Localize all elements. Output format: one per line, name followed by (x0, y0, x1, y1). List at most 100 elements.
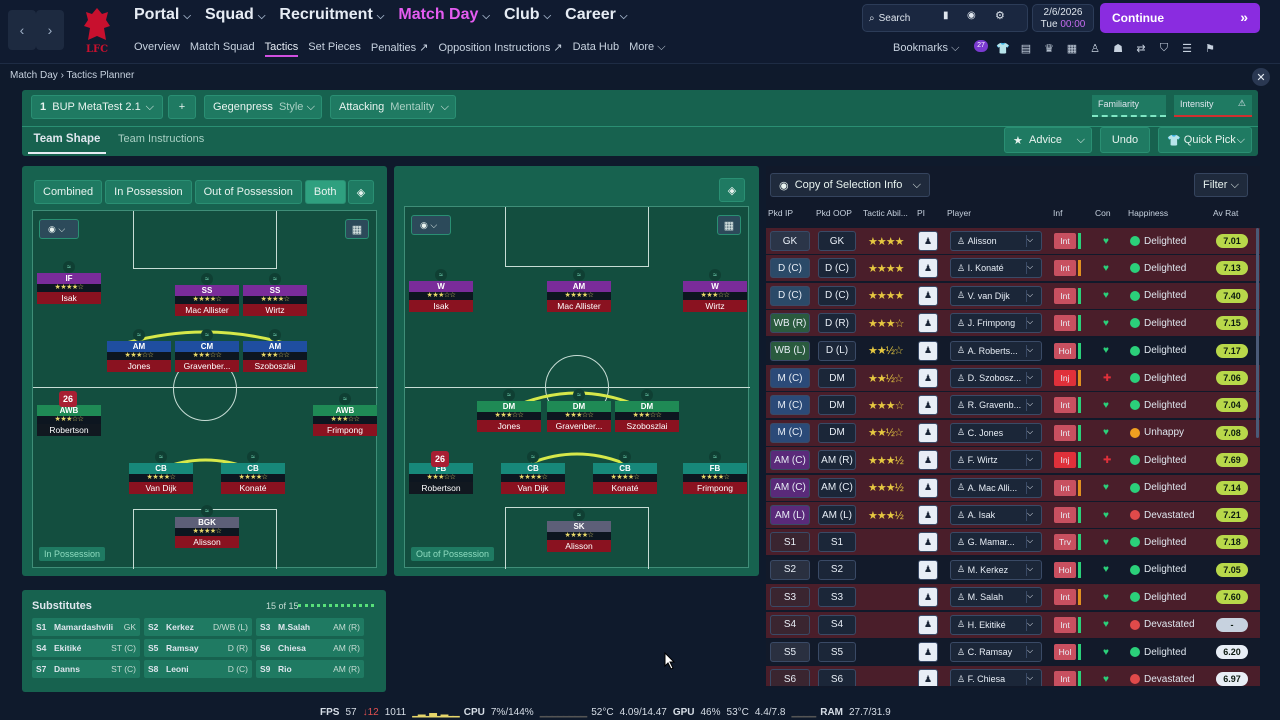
player-select[interactable]: ♙ R. Gravenb... ⌵ (950, 395, 1042, 416)
player-select[interactable]: ♙ C. Ramsay ⌵ (950, 642, 1042, 662)
sub-slot[interactable]: S1 Mamardashvili GK (32, 618, 140, 636)
player-select[interactable]: ♙ I. Konaté ⌵ (950, 258, 1042, 279)
subnav-more[interactable]: More ⌵ (629, 41, 666, 53)
player-card[interactable]: AM ★★★☆☆ Jones (107, 341, 171, 375)
duty-icon[interactable]: ≈ (641, 389, 653, 401)
subnav-opposition-instructions[interactable]: Opposition Instructions ↗ (438, 42, 563, 54)
table-row[interactable]: GK GK ★★★★ ♟ ♙ Alisson ⌵ Int ♥ Delighted 7.01 (766, 228, 1260, 254)
search-button[interactable]: ⌕ Search (869, 12, 911, 24)
col-pkd-ip[interactable]: Pkd IP (768, 208, 794, 218)
tab-team-instructions[interactable]: Team Instructions (118, 133, 205, 145)
oop-position[interactable]: S4 (818, 614, 856, 635)
player-select[interactable]: ♙ A. Roberts... ⌵ (950, 340, 1042, 361)
duty-icon[interactable]: ≈ (503, 389, 515, 401)
sub-slot[interactable]: S3 M.Salah AM (R) (256, 618, 364, 636)
oop-position[interactable]: D (R) (818, 313, 856, 334)
table-row[interactable]: D (C) D (C) ★★★★ ♟ ♙ I. Konaté ⌵ Int ♥ Delighted… (766, 255, 1260, 282)
calendar-icon[interactable]: ▦ (1066, 43, 1078, 55)
player-card[interactable]: IF ★★★★☆ Isak (37, 273, 101, 307)
player-select[interactable]: ♙ J. Frimpong ⌵ (950, 313, 1042, 334)
ip-position[interactable]: S4 (770, 614, 810, 635)
table-row[interactable]: M (C) DM ★★½☆ ♟ ♙ D. Szobosz... ⌵ Inj ✚ Delighte… (766, 365, 1260, 391)
table-row[interactable]: AM (L) AM (L) ★★★½ ♟ ♙ A. Isak ⌵ Int ♥ Devastate… (766, 502, 1260, 528)
visibility-toggle[interactable]: ◉ ⌵ (411, 215, 451, 235)
player-instructions-icon[interactable]: ♟ (918, 231, 938, 251)
col-pi[interactable]: PI (917, 208, 926, 218)
player-select[interactable]: ♙ F. Chiesa ⌵ (950, 669, 1042, 686)
undo-button[interactable]: Undo (1100, 127, 1150, 153)
shirt-icon[interactable]: 👕 (996, 43, 1010, 55)
player-instructions-icon[interactable]: ♟ (918, 505, 938, 525)
duty-icon[interactable]: ≈ (573, 389, 585, 401)
ip-position[interactable]: S2 (770, 559, 810, 580)
player-select[interactable]: ♙ Alisson ⌵ (950, 231, 1042, 251)
table-row[interactable]: WB (R) D (R) ★★★☆ ♟ ♙ J. Frimpong ⌵ Int ♥ Deligh… (766, 310, 1260, 337)
player-card[interactable]: CB ★★★★☆ Konaté (593, 463, 657, 497)
player-instructions-icon[interactable]: ♟ (918, 395, 938, 416)
col-inf[interactable]: Inf (1053, 208, 1063, 218)
whistle-icon[interactable]: ⚑ (1205, 43, 1215, 55)
advice-button[interactable]: ★ Advice ⌵ (1004, 127, 1092, 153)
player-select[interactable]: ♙ M. Salah ⌵ (950, 587, 1042, 608)
player-card[interactable]: BGK ★★★★☆ Alisson (175, 517, 239, 551)
table-row[interactable]: S5 S5 ♟ ♙ C. Ramsay ⌵ Hol ♥ Delighted 6.20 (766, 639, 1260, 665)
duty-icon[interactable]: ≈ (573, 269, 585, 281)
player-card[interactable]: SS ★★★★☆ Wirtz (243, 285, 307, 319)
player-card[interactable]: DM ★★★☆☆ Jones (477, 401, 541, 435)
table-row[interactable]: D (C) D (C) ★★★★ ♟ ♙ V. van Dijk ⌵ Int ♥ Delight… (766, 282, 1260, 309)
nav-recruitment[interactable]: Recruitment ⌵ (279, 6, 385, 23)
oop-position[interactable]: D (L) (818, 340, 856, 361)
player-card[interactable]: AWB ★★★☆☆ Robertson (37, 405, 101, 439)
col-con[interactable]: Con (1095, 208, 1111, 218)
crumb-match-day[interactable]: Match Day (10, 70, 58, 81)
player-instructions-icon[interactable]: ♟ (918, 532, 938, 553)
nav-career[interactable]: Career ⌵ (565, 6, 628, 23)
sub-slot[interactable]: S7 Danns ST (C) (32, 660, 140, 678)
player-card[interactable]: DM ★★★☆☆ Szoboszlai (615, 401, 679, 435)
ip-position[interactable]: S6 (770, 669, 810, 686)
tab-team-shape[interactable]: Team Shape (28, 130, 106, 154)
col-av-rat[interactable]: Av Rat (1213, 208, 1239, 218)
list-icon[interactable]: ☰ (1182, 43, 1192, 55)
nav-portal[interactable]: Portal ⌵ (134, 6, 191, 23)
ip-position[interactable]: S5 (770, 642, 810, 662)
col-happiness[interactable]: Happiness (1128, 208, 1169, 218)
duty-icon[interactable]: ≈ (201, 273, 213, 285)
table-row[interactable]: S4 S4 ♟ ♙ H. Ekitiké ⌵ Int ♥ Devastated - (766, 611, 1260, 638)
col-player[interactable]: Player (947, 208, 972, 218)
scrollbar[interactable] (1256, 228, 1259, 438)
ip-position[interactable]: D (C) (770, 285, 810, 306)
table-row[interactable]: S6 S6 ♟ ♙ F. Chiesa ⌵ Int ♥ Devastated 6.97 (766, 666, 1260, 686)
subnav-match-squad[interactable]: Match Squad (189, 41, 255, 53)
nav-match-day[interactable]: Match Day ⌵ (398, 6, 490, 23)
player-select[interactable]: ♙ M. Kerkez ⌵ (950, 559, 1042, 580)
duty-icon[interactable]: ≈ (573, 509, 585, 521)
ip-position[interactable]: M (C) (770, 395, 810, 416)
player-card[interactable]: CB ★★★★☆ Konaté (221, 463, 285, 497)
duty-icon[interactable]: ≈ (63, 261, 75, 273)
continue-button[interactable]: Continue» (1100, 3, 1260, 33)
intensity-meter[interactable]: Intensity ⚠ (1174, 95, 1252, 117)
transfer-icon[interactable]: ⇄ (1136, 43, 1146, 55)
oop-position[interactable]: GK (818, 231, 856, 251)
player-instructions-icon[interactable]: ♟ (918, 477, 938, 498)
ip-position[interactable]: M (C) (770, 368, 810, 388)
oop-position[interactable]: DM (818, 395, 856, 416)
player-select[interactable]: ♙ A. Isak ⌵ (950, 505, 1042, 525)
oop-position[interactable]: AM (R) (818, 450, 856, 471)
table-row[interactable]: S2 S2 ♟ ♙ M. Kerkez ⌵ Hol ♥ Delighted 7.05 (766, 556, 1260, 583)
player-select[interactable]: ♙ G. Mamar... ⌵ (950, 532, 1042, 553)
subnav-data-hub[interactable]: Data Hub (572, 41, 620, 53)
add-tactic-button[interactable]: + (168, 95, 196, 119)
card-icon[interactable]: ▤ (1020, 43, 1032, 55)
team-icon[interactable]: ☗ (1113, 43, 1123, 55)
subnav-tactics[interactable]: Tactics (264, 41, 299, 57)
oop-position[interactable]: S6 (818, 669, 856, 686)
duty-icon[interactable]: ≈ (201, 329, 213, 341)
shield-icon[interactable]: ⛉ (1159, 42, 1169, 54)
forward-button[interactable]: › (36, 10, 64, 50)
duty-icon[interactable]: ≈ (435, 269, 447, 281)
trophy-icon[interactable]: ♛ (1044, 43, 1054, 55)
player-instructions-icon[interactable]: ♟ (918, 587, 938, 608)
oop-position[interactable]: D (C) (818, 258, 856, 279)
